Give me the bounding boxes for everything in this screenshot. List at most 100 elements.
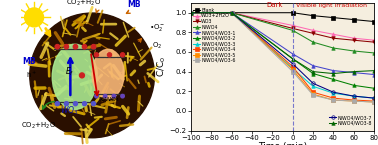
Legend: NiWO4/WO3-7, NiWO4/WO3-8: NiWO4/WO3-7, NiWO4/WO3-8 — [329, 115, 372, 126]
NiWO4 — [189, 12, 193, 14]
Text: $E_f$: $E_f$ — [65, 66, 74, 78]
NiWO4/WO3-3 — [189, 12, 193, 14]
WO3 — [352, 39, 356, 41]
Ellipse shape — [92, 49, 124, 99]
NiWO4/WO3-4 — [229, 12, 234, 14]
Circle shape — [55, 102, 59, 106]
Blank — [352, 19, 356, 20]
Line: NiWO4/WO3-7: NiWO4/WO3-7 — [189, 11, 376, 100]
WO3 — [189, 12, 193, 14]
Text: $WO_3$: $WO_3$ — [60, 105, 78, 117]
Circle shape — [64, 102, 68, 106]
Circle shape — [94, 53, 99, 57]
NiWO4/WO3-2 — [290, 58, 295, 60]
NiWO4/WO3-5 — [352, 100, 356, 102]
WO3+2H2O — [311, 30, 315, 31]
WO3+2H2O — [189, 12, 193, 14]
NiWO4/WO3-4 — [331, 97, 336, 99]
WO3 — [229, 12, 234, 14]
NiWO4/WO3-3 — [229, 12, 234, 14]
Line: NiWO4/WO3-2: NiWO4/WO3-2 — [189, 11, 376, 90]
Text: Dark: Dark — [266, 2, 283, 8]
Line: NiWO4/WO3-1: NiWO4/WO3-1 — [189, 11, 376, 76]
NiWO4 — [311, 41, 315, 43]
NiWO4/WO3-2 — [229, 12, 234, 14]
Text: MB: MB — [22, 57, 35, 66]
NiWO4/WO3-6 — [189, 12, 193, 14]
Line: NiWO4/WO3-5: NiWO4/WO3-5 — [189, 11, 376, 104]
NiWO4/WO3-8 — [331, 73, 336, 74]
NiWO4/WO3-1 — [311, 65, 315, 67]
NiWO4/WO3-6 — [331, 99, 336, 101]
NiWO4/WO3-6 — [290, 71, 295, 72]
NiWO4/WO3-7 — [331, 91, 336, 93]
WO3 — [331, 37, 336, 39]
Text: h$^+$: h$^+$ — [26, 69, 37, 80]
Line: NiWO4/WO3-6: NiWO4/WO3-6 — [189, 11, 376, 104]
Circle shape — [73, 102, 77, 106]
NiWO4/WO3-8 — [372, 70, 376, 71]
NiWO4/WO3-4 — [189, 12, 193, 14]
NiWO4/WO3-7 — [352, 95, 356, 97]
Circle shape — [64, 45, 68, 49]
WO3+2H2O — [290, 25, 295, 26]
NiWO4/WO3-1 — [372, 74, 376, 75]
NiWO4/WO3-8 — [189, 12, 193, 14]
NiWO4/WO3-3 — [372, 97, 376, 99]
NiWO4/WO3-6 — [372, 101, 376, 103]
NiWO4/WO3-7 — [189, 12, 193, 14]
Circle shape — [121, 53, 125, 57]
NiWO4/WO3-4 — [311, 91, 315, 93]
Line: NiWO4/WO3-4: NiWO4/WO3-4 — [189, 11, 376, 103]
NiWO4/WO3-6 — [229, 12, 234, 14]
Blank — [229, 12, 234, 14]
Circle shape — [73, 45, 77, 49]
NiWO4/WO3-3 — [290, 68, 295, 70]
Circle shape — [104, 94, 107, 98]
NiWO4/WO3-2 — [189, 12, 193, 14]
Circle shape — [55, 45, 59, 49]
Circle shape — [91, 45, 96, 49]
Circle shape — [79, 73, 84, 78]
Text: $\bullet$O$_2^-$: $\bullet$O$_2^-$ — [149, 22, 166, 33]
NiWO4/WO3-7 — [229, 12, 234, 14]
Circle shape — [82, 102, 87, 106]
NiWO4/WO3-5 — [229, 12, 234, 14]
NiWO4/WO3-4 — [352, 99, 356, 101]
WO3 — [290, 28, 295, 29]
Blank — [372, 21, 376, 22]
NiWO4 — [331, 47, 336, 49]
Circle shape — [112, 94, 116, 98]
Circle shape — [25, 8, 43, 27]
NiWO4/WO3-8 — [229, 12, 234, 14]
Blank — [311, 15, 315, 17]
Text: CO$_2$+H$_2$O: CO$_2$+H$_2$O — [21, 121, 56, 131]
NiWO4/WO3-1 — [290, 53, 295, 55]
NiWO4/WO3-1 — [229, 12, 234, 14]
NiWO4/WO3-5 — [311, 93, 315, 95]
NiWO4/WO3-8 — [290, 58, 295, 60]
NiWO4/WO3-2 — [311, 73, 315, 74]
X-axis label: Time (min): Time (min) — [258, 142, 307, 145]
NiWO4/WO3-3 — [331, 92, 336, 94]
NiWO4/WO3-2 — [331, 79, 336, 80]
NiWO4/WO3-2 — [352, 85, 356, 86]
Text: CO$_2$+H$_2$O: CO$_2$+H$_2$O — [66, 0, 101, 8]
WO3+2H2O — [229, 12, 234, 14]
Text: Visible light irradiation: Visible light irradiation — [296, 3, 367, 8]
NiWO4/WO3-5 — [189, 12, 193, 14]
Text: MB: MB — [127, 0, 141, 9]
Ellipse shape — [52, 44, 97, 109]
NiWO4 — [229, 12, 234, 14]
NiWO4/WO3-6 — [352, 100, 356, 102]
NiWO4/WO3-3 — [352, 95, 356, 97]
NiWO4 — [290, 30, 295, 31]
Circle shape — [121, 94, 124, 98]
Blank — [189, 12, 193, 14]
NiWO4/WO3-3 — [311, 85, 315, 87]
Line: NiWO4/WO3-8: NiWO4/WO3-8 — [189, 11, 376, 75]
Circle shape — [107, 53, 112, 57]
NiWO4/WO3-4 — [290, 66, 295, 68]
Circle shape — [91, 102, 96, 106]
NiWO4/WO3-1 — [352, 72, 356, 74]
